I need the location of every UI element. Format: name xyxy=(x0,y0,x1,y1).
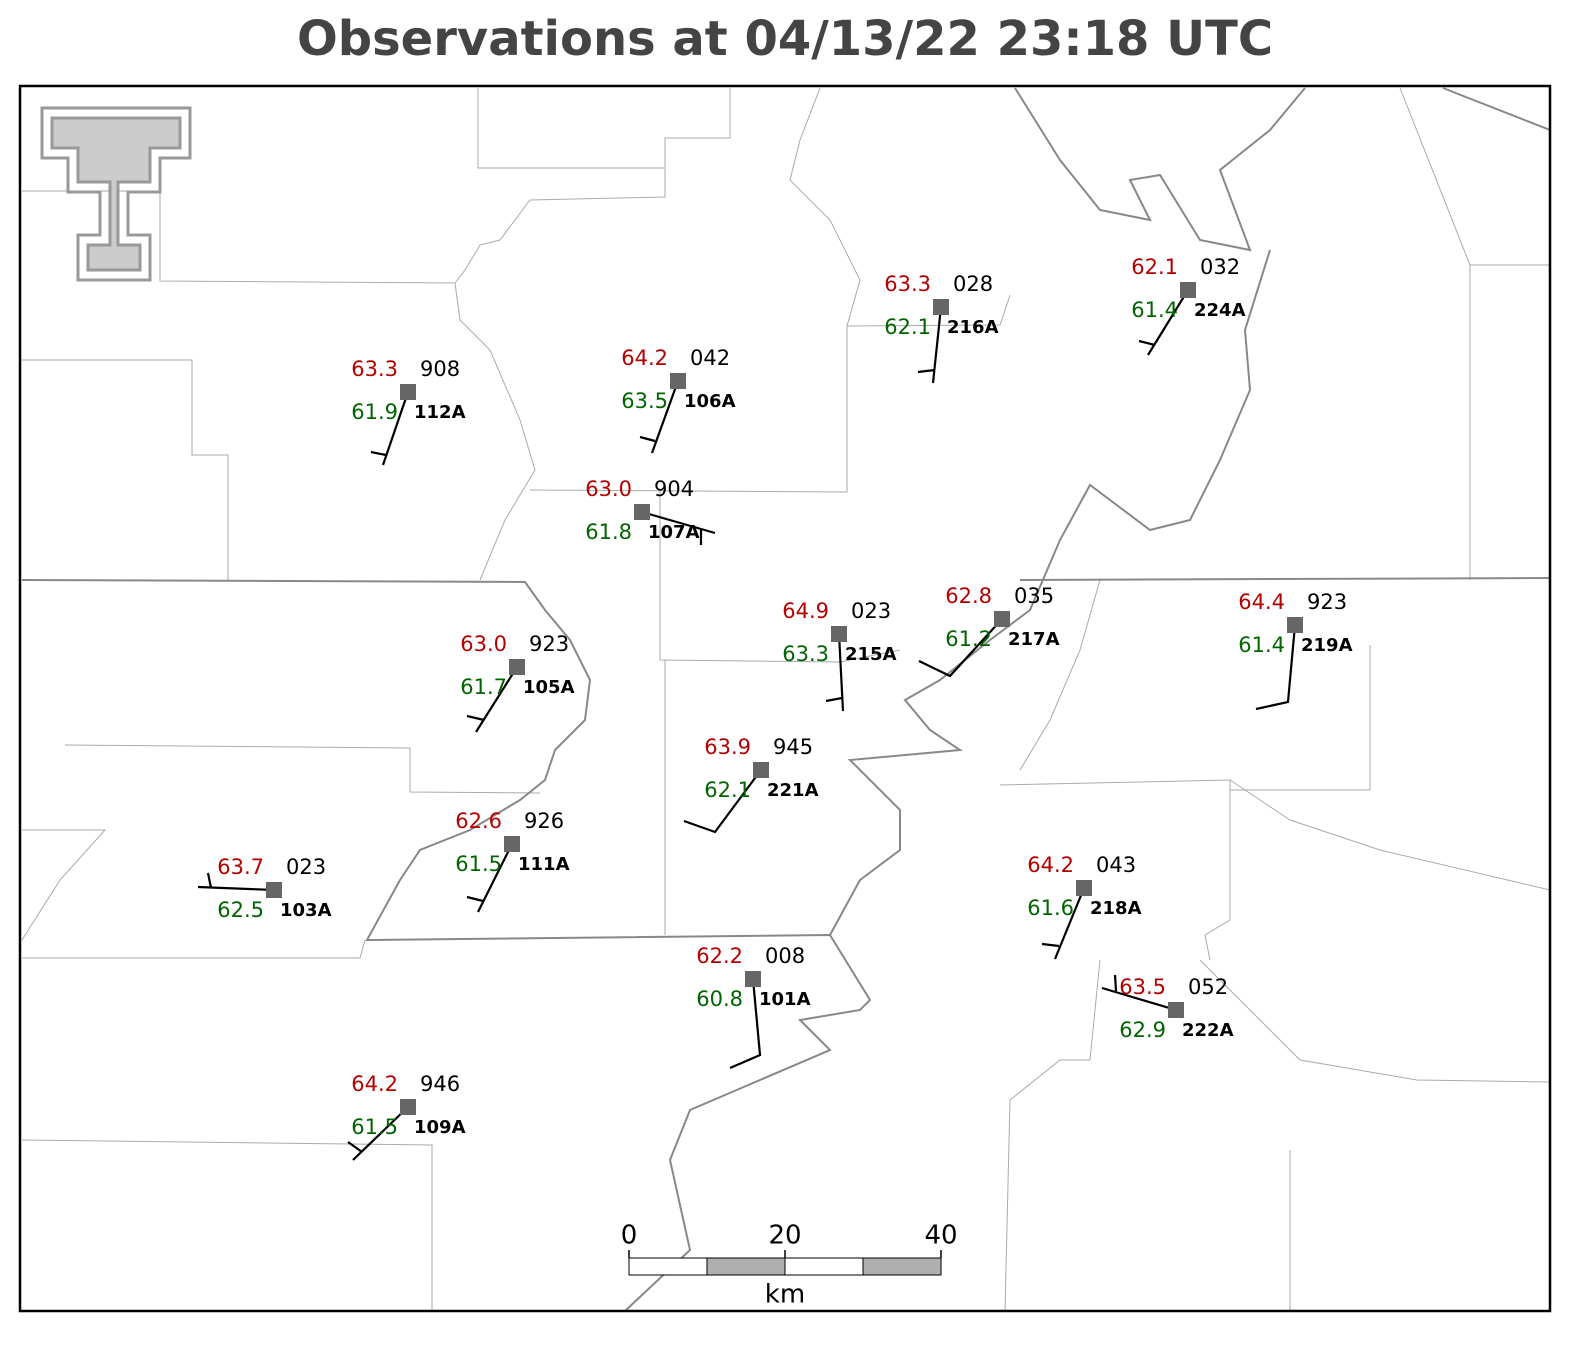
station-id: 103A xyxy=(280,900,332,921)
station-marker xyxy=(1168,1002,1184,1018)
station-marker xyxy=(753,762,769,778)
station-marker xyxy=(670,373,686,389)
station-id: 101A xyxy=(759,989,811,1010)
dewpoint: 61.6 xyxy=(1027,896,1074,920)
temperature: 63.0 xyxy=(460,632,507,656)
dewpoint: 61.4 xyxy=(1238,633,1285,657)
pressure: 023 xyxy=(286,855,326,879)
pressure: 923 xyxy=(529,632,569,656)
pressure: 028 xyxy=(953,272,993,296)
station-id: 106A xyxy=(684,391,736,412)
station-id: 218A xyxy=(1090,898,1142,919)
station-marker xyxy=(1076,880,1092,896)
station-id: 224A xyxy=(1194,300,1246,321)
dewpoint: 61.2 xyxy=(945,627,992,651)
scale-tick-label: 20 xyxy=(768,1221,801,1251)
map-background xyxy=(21,87,1551,1312)
dewpoint: 62.9 xyxy=(1119,1018,1166,1042)
pressure: 008 xyxy=(765,944,805,968)
station-id: 222A xyxy=(1182,1020,1234,1041)
station-marker xyxy=(504,836,520,852)
pressure: 023 xyxy=(851,599,891,623)
scale-segment xyxy=(862,1257,942,1276)
pressure: 923 xyxy=(1307,590,1347,614)
dewpoint: 61.4 xyxy=(1131,298,1178,322)
station-id: 219A xyxy=(1301,635,1353,656)
scale-unit: km xyxy=(765,1280,805,1310)
station-marker xyxy=(745,971,761,987)
dewpoint: 61.7 xyxy=(460,675,507,699)
dewpoint: 61.5 xyxy=(455,852,502,876)
wind-barbs xyxy=(197,289,1297,1161)
dewpoint: 61.5 xyxy=(351,1115,398,1139)
station-id: 112A xyxy=(414,402,466,423)
dewpoint: 62.1 xyxy=(884,315,931,339)
scale-segment xyxy=(784,1257,864,1276)
station-marker xyxy=(1180,282,1196,298)
temperature: 64.2 xyxy=(1027,853,1074,877)
scale-segment xyxy=(706,1257,786,1276)
temperature: 63.5 xyxy=(1119,975,1166,999)
map-frame xyxy=(18,84,1552,1313)
station-id: 217A xyxy=(1008,629,1060,650)
station-id: 111A xyxy=(518,854,570,875)
dewpoint: 62.1 xyxy=(704,778,751,802)
scale-tick-label: 0 xyxy=(621,1221,638,1251)
station-id: 216A xyxy=(947,317,999,338)
station-id: 215A xyxy=(845,644,897,665)
temperature: 63.3 xyxy=(884,272,931,296)
temperature: 64.2 xyxy=(621,346,668,370)
pressure: 904 xyxy=(654,477,694,501)
temperature: 62.2 xyxy=(696,944,743,968)
pressure: 908 xyxy=(420,357,460,381)
station-marker xyxy=(994,611,1010,627)
dewpoint: 63.5 xyxy=(621,389,668,413)
temperature: 62.1 xyxy=(1131,255,1178,279)
dewpoint: 61.9 xyxy=(351,400,398,424)
station-marker xyxy=(831,626,847,642)
station-id: 105A xyxy=(523,677,575,698)
logo xyxy=(40,106,192,282)
station-marker xyxy=(400,1099,416,1115)
pressure: 945 xyxy=(773,735,813,759)
station-marker xyxy=(266,882,282,898)
station-marker xyxy=(634,504,650,520)
station-marker xyxy=(1287,617,1303,633)
temperature: 63.0 xyxy=(585,477,632,501)
temperature: 63.7 xyxy=(217,855,264,879)
temperature: 64.4 xyxy=(1238,590,1285,614)
scale-segment xyxy=(628,1257,708,1276)
pressure: 926 xyxy=(524,809,564,833)
station-plots: 63.3 908 61.9 112A 64.2 042 63.5 106A 63.0 904 61.… xyxy=(217,255,1352,1139)
temperature: 62.6 xyxy=(455,809,502,833)
title: Observations at 04/13/22 23:18 UTC xyxy=(297,11,1273,67)
pressure: 032 xyxy=(1200,255,1240,279)
pressure: 946 xyxy=(420,1072,460,1096)
scale-bar: 0 20 40 km xyxy=(621,1221,958,1310)
dewpoint: 63.3 xyxy=(782,642,829,666)
temperature: 63.3 xyxy=(351,357,398,381)
pressure: 042 xyxy=(690,346,730,370)
pressure: 043 xyxy=(1096,853,1136,877)
temperature: 62.8 xyxy=(945,584,992,608)
pressure: 052 xyxy=(1188,975,1228,999)
temperature: 63.9 xyxy=(704,735,751,759)
dewpoint: 62.5 xyxy=(217,898,264,922)
station-marker xyxy=(509,659,525,675)
temperature: 64.2 xyxy=(351,1072,398,1096)
station-marker xyxy=(400,384,416,400)
station-id: 107A xyxy=(648,522,700,543)
station-id: 109A xyxy=(414,1117,466,1138)
pressure: 035 xyxy=(1014,584,1054,608)
dewpoint: 60.8 xyxy=(696,987,743,1011)
dewpoint: 61.8 xyxy=(585,520,632,544)
scale-tick-label: 40 xyxy=(924,1221,957,1251)
station-marker xyxy=(933,299,949,315)
station-id: 221A xyxy=(767,780,819,801)
temperature: 64.9 xyxy=(782,599,829,623)
